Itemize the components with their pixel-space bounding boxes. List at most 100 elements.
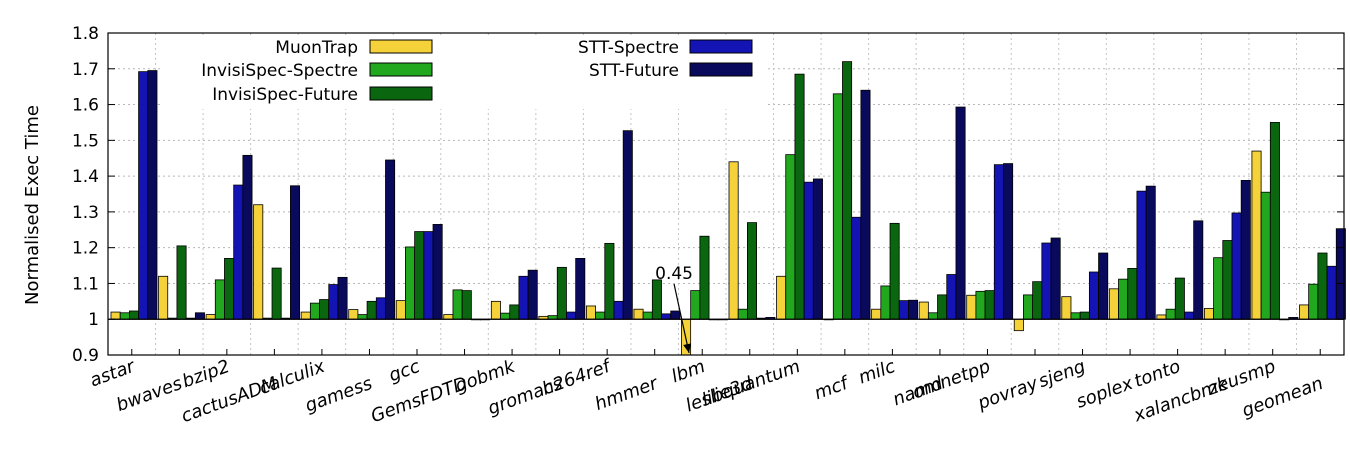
bar-stt-future-gcc [432, 224, 443, 320]
bar-muontrap-omnetpp [966, 294, 977, 320]
bar-stt-spectre-gamess [375, 297, 386, 320]
bar-stt-spectre-gcc [423, 231, 434, 320]
y-tick-label: 1.7 [72, 60, 99, 80]
bar-invisispec-future-lbm [699, 235, 710, 320]
bar-muontrap-tonto [1156, 314, 1167, 320]
bar-invisispec-future-mcf [842, 61, 853, 320]
bar-invisispec-future-sjeng [1079, 311, 1090, 320]
bar-stt-future-xalancbmk [1240, 179, 1251, 320]
y-tick-label: 1 [88, 310, 99, 330]
bar-invisispec-spectre-leslie3d [737, 308, 748, 320]
bar-invisispec-spectre-gemsfdtd [452, 289, 463, 320]
bar-muontrap-gobmk [490, 300, 501, 320]
bar-stt-spectre-hmmer [661, 313, 672, 320]
bar-stt-spectre-h264ref [613, 300, 624, 320]
x-category-label: gcc [386, 356, 423, 386]
x-category-labels: astarbwavesbzip2cactusADMcalculixgamessg… [87, 355, 1326, 427]
bar-stt-future-milc [908, 299, 919, 320]
legend-background [160, 35, 768, 109]
y-tick-label: 1.6 [72, 96, 99, 116]
bar-muontrap-geomean [1299, 304, 1310, 320]
annotation-arrowhead [683, 343, 692, 353]
bar-invisispec-future-h264ref [604, 242, 615, 320]
bar-muontrap-h264ref [585, 305, 596, 320]
bar-invisispec-future-soplex [1127, 268, 1138, 320]
bar-invisispec-future-milc [889, 222, 900, 320]
bar-invisispec-future-gobmk [509, 304, 520, 320]
bar-invisispec-future-bzip2 [224, 257, 235, 320]
bar-muontrap-gcc [395, 300, 406, 320]
bar-stt-future-sjeng [1098, 252, 1109, 320]
bar-invisispec-spectre-namd [927, 312, 938, 320]
y-tick-label: 1.1 [72, 274, 99, 294]
bar-stt-spectre-namd [946, 274, 957, 320]
legend-label: InvisiSpec-Spectre [201, 61, 358, 81]
bar-invisispec-spectre-hmmer [642, 311, 653, 320]
bar-stt-spectre-bzip2 [233, 184, 244, 320]
x-category-label: milc [856, 356, 898, 389]
bar-stt-spectre-geomean [1326, 265, 1337, 320]
bar-invisispec-spectre-h264ref [595, 311, 606, 320]
bar-invisispec-future-gromacs [556, 266, 567, 320]
y-tick-label: 1.4 [72, 167, 99, 187]
bar-muontrap-hmmer [633, 308, 644, 320]
bar-invisispec-spectre-milc [880, 285, 891, 320]
bar-invisispec-spectre-zeusmp [1260, 191, 1271, 320]
bar-muontrap-milc [871, 308, 882, 320]
bar-invisispec-future-gcc [414, 231, 425, 320]
bar-stt-future-cactusadm [290, 185, 301, 320]
bar-stt-spectre-tonto [1184, 311, 1195, 320]
legend-label: STT-Future [589, 61, 679, 81]
bar-invisispec-spectre-sjeng [1070, 312, 1081, 320]
bar-stt-spectre-milc [898, 300, 909, 320]
bar-muontrap-astar [110, 311, 121, 320]
bar-invisispec-spectre-gcc [405, 246, 416, 320]
bar-invisispec-spectre-xalancbmk [1213, 257, 1224, 320]
x-category-label: libquantum [699, 356, 803, 411]
bar-invisispec-spectre-astar [119, 312, 130, 320]
bar-stt-future-calculix [337, 276, 348, 320]
y-tick-label: 1.5 [72, 131, 99, 151]
bar-muontrap-bzip2 [205, 314, 216, 320]
x-category-label: bzip2 [180, 356, 233, 392]
plot-frame [107, 32, 1345, 356]
bar-invisispec-spectre-mcf [832, 93, 843, 320]
bar-invisispec-spectre-omnetpp [975, 290, 986, 320]
bar-invisispec-future-bwaves [176, 245, 187, 320]
bar-stt-future-soplex [1145, 185, 1156, 320]
y-tick-label: 1.8 [72, 24, 99, 44]
bar-invisispec-future-leslie3d [747, 222, 758, 320]
bar-muontrap-gemsfdtd [443, 314, 454, 320]
y-tick-labels: 0.9 1 1.1 1.2 1.3 1.4 1.5 1.6 1.7 1.8 [72, 24, 99, 366]
bar-stt-future-povray [1050, 237, 1061, 320]
bar-muontrap-xalancbmk [1203, 308, 1214, 320]
bar-muontrap-libquantum [776, 275, 787, 320]
bar-stt-spectre-sjeng [1088, 271, 1099, 320]
bar-invisispec-future-povray [1032, 281, 1043, 320]
bar-invisispec-future-libquantum [794, 73, 805, 320]
x-category-label: mcf [812, 372, 853, 404]
x-category-label: soplex [1074, 373, 1137, 413]
bar-muontrap-soplex [1108, 288, 1119, 320]
bar-invisispec-future-gemsfdtd [461, 290, 472, 320]
annotation-arrow [673, 283, 690, 354]
bar-stt-spectre-astar [138, 71, 149, 320]
bar-stt-future-bzip2 [242, 154, 253, 320]
legend-label: STT-Spectre [578, 38, 679, 58]
bar-invisispec-future-gamess [366, 300, 377, 320]
bar-invisispec-spectre-geomean [1308, 283, 1319, 320]
y-tick-label: 0.9 [72, 346, 99, 366]
x-category-label: povray [974, 373, 1041, 414]
x-category-label: lbm [669, 356, 708, 387]
bar-invisispec-future-omnetpp [984, 290, 995, 320]
bar-muontrap-calculix [300, 311, 311, 320]
bar-stt-future-astar [147, 70, 158, 320]
bar-invisispec-spectre-soplex [1118, 278, 1129, 320]
bar-invisispec-spectre-tonto [1165, 308, 1176, 320]
bar-invisispec-future-calculix [319, 299, 330, 320]
bar-invisispec-spectre-gamess [357, 314, 368, 320]
axes [107, 32, 1345, 356]
bar-stt-future-omnetpp [1003, 163, 1014, 320]
bar-invisispec-future-namd [937, 294, 948, 320]
